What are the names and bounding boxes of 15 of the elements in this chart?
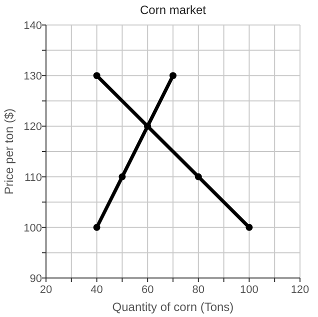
chart-title: Corn market bbox=[140, 3, 207, 17]
x-tick-label: 40 bbox=[90, 284, 103, 296]
x-tick-label: 20 bbox=[40, 284, 52, 296]
x-tick-label: 80 bbox=[192, 284, 205, 296]
x-tick-label: 100 bbox=[240, 284, 258, 296]
y-tick-label: 90 bbox=[30, 273, 42, 285]
x-tick-label: 60 bbox=[141, 284, 154, 296]
x-axis-title: Quantity of corn (Tons) bbox=[112, 300, 234, 314]
x-tick-label: 120 bbox=[290, 284, 310, 296]
y-tick-label: 130 bbox=[24, 70, 42, 83]
y-tick-label: 110 bbox=[24, 172, 42, 184]
y-tick-label: 120 bbox=[24, 121, 42, 134]
y-axis-title: Price per ton ($) bbox=[2, 108, 16, 195]
y-tick-label: 100 bbox=[24, 222, 42, 234]
y-tick-label: 140 bbox=[24, 20, 42, 32]
